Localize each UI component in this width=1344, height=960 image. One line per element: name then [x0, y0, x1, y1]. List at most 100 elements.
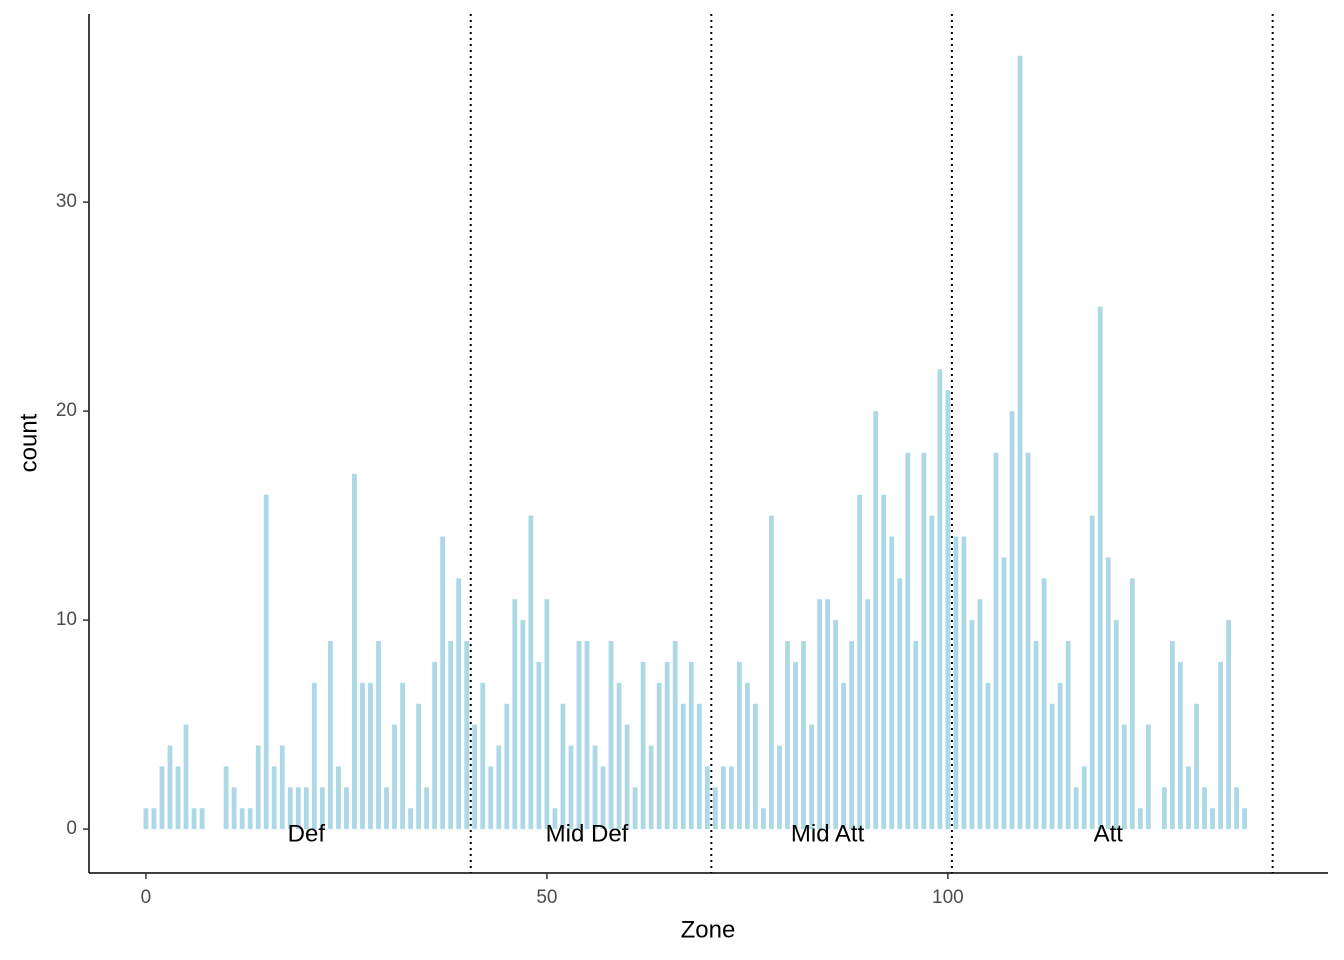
bar — [1145, 724, 1151, 830]
bar — [384, 787, 389, 830]
bar — [223, 766, 229, 830]
bar — [841, 682, 847, 830]
bar — [496, 745, 502, 830]
bar — [905, 452, 911, 830]
bar — [945, 390, 951, 830]
bar — [1202, 787, 1207, 830]
bar — [672, 641, 678, 830]
bar — [191, 808, 197, 830]
annotation: Mid Def — [546, 821, 629, 848]
bar — [961, 536, 967, 830]
bar — [488, 766, 494, 830]
bar — [159, 766, 165, 830]
bar — [231, 787, 237, 830]
bar — [616, 682, 622, 830]
bar — [793, 661, 798, 830]
bar — [584, 641, 590, 830]
bar — [801, 641, 806, 830]
x-axis-title: Zone — [681, 916, 736, 943]
bar — [753, 703, 758, 830]
y-tick-label: 20 — [56, 400, 77, 421]
bar — [183, 724, 189, 830]
bar — [568, 745, 574, 830]
bar — [704, 766, 710, 830]
bar — [432, 661, 438, 830]
bar — [592, 745, 598, 830]
bar — [376, 641, 381, 830]
bar — [881, 494, 887, 830]
bar — [368, 682, 373, 830]
bar — [311, 682, 317, 830]
bar — [608, 641, 614, 830]
bar — [504, 703, 510, 830]
bar — [295, 787, 301, 830]
bar — [680, 703, 686, 830]
bar — [1178, 661, 1183, 830]
bar — [1170, 641, 1175, 830]
bar — [464, 641, 470, 830]
bar — [536, 661, 542, 830]
bar — [688, 661, 694, 830]
bar — [769, 515, 774, 830]
bar — [552, 808, 558, 830]
bar — [1137, 808, 1143, 830]
bar — [271, 766, 277, 830]
bar — [632, 787, 638, 830]
bar — [833, 620, 839, 830]
bar — [600, 766, 606, 830]
bar — [263, 494, 269, 830]
bar — [1073, 787, 1079, 830]
bar — [993, 452, 999, 830]
bar — [728, 766, 734, 830]
bar — [857, 494, 863, 830]
bar — [167, 745, 173, 830]
x-tick-label: 50 — [536, 887, 557, 908]
bar — [1049, 703, 1055, 830]
annotation: Mid Att — [791, 821, 865, 848]
bar — [1017, 55, 1023, 830]
bar — [360, 682, 365, 830]
bar — [424, 787, 430, 830]
bar — [889, 536, 895, 830]
bar — [1210, 808, 1215, 830]
bar — [480, 682, 486, 830]
bar — [825, 599, 830, 830]
x-tick-label: 100 — [932, 887, 964, 908]
bar — [785, 641, 790, 830]
bar — [1033, 641, 1039, 830]
bar — [1186, 766, 1191, 830]
bar — [1226, 620, 1231, 830]
bar — [929, 515, 935, 830]
bar — [287, 787, 293, 830]
bar — [913, 641, 919, 830]
bar — [1218, 661, 1223, 830]
bar — [865, 599, 871, 830]
bar — [696, 703, 702, 830]
bar — [327, 641, 333, 830]
bar — [560, 703, 566, 830]
bar — [576, 641, 582, 830]
bar — [440, 536, 446, 830]
bar — [1234, 787, 1239, 830]
y-axis-title: count — [15, 413, 42, 472]
bar — [1194, 703, 1199, 830]
bar — [352, 473, 357, 830]
bar — [448, 641, 454, 830]
bar — [247, 808, 253, 830]
bar — [977, 599, 983, 830]
annotation: Att — [1094, 821, 1124, 848]
bar — [143, 808, 149, 830]
y-tick-label: 30 — [56, 191, 77, 212]
bar — [520, 620, 526, 830]
bar — [985, 682, 991, 830]
bar — [1057, 682, 1063, 830]
bar — [1097, 306, 1103, 830]
bar — [664, 661, 670, 830]
x-tick-label: 0 — [141, 887, 152, 908]
bar — [1041, 578, 1047, 830]
bar — [736, 661, 742, 830]
bar — [151, 808, 157, 830]
bar — [472, 724, 478, 830]
bar — [656, 682, 662, 830]
bar — [1121, 724, 1127, 830]
